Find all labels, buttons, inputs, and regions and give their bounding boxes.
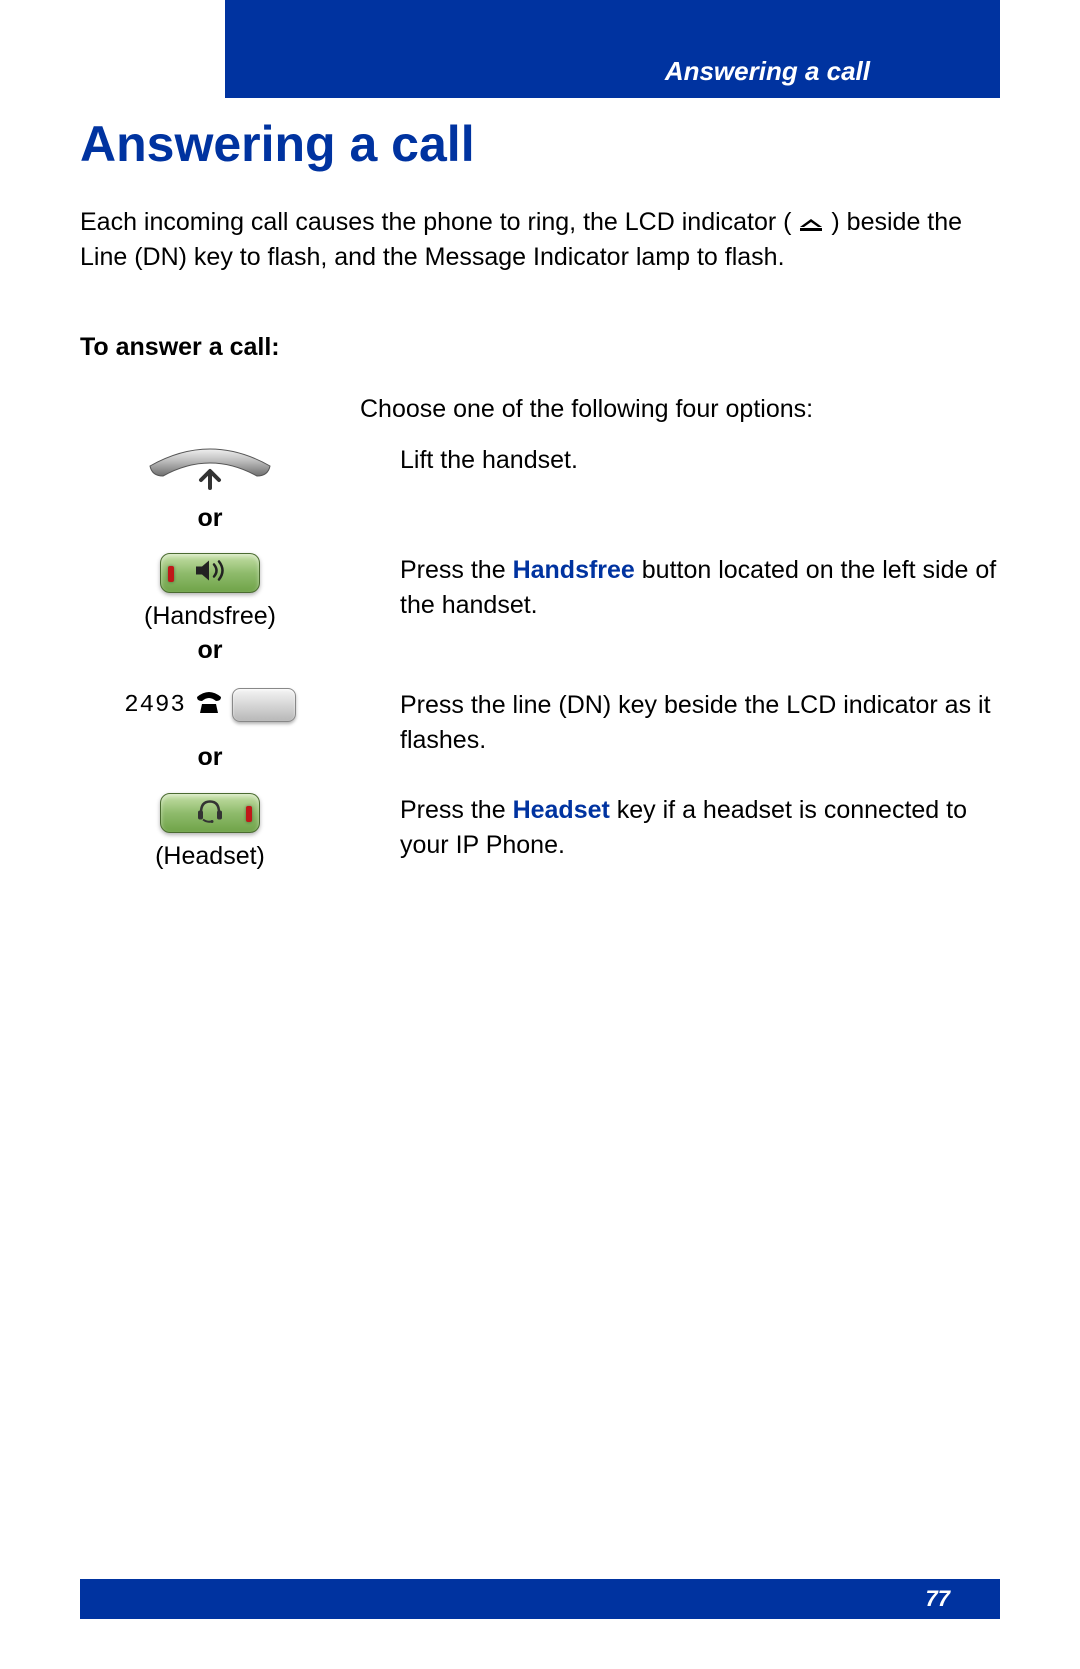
headset-button-icon — [160, 793, 260, 833]
page-title: Answering a call — [80, 115, 475, 173]
intro-text-1: Each incoming call causes the phone to r… — [80, 208, 792, 236]
page-number: 77 — [926, 1586, 950, 1612]
option-2-icon-area: (Handsfree) — [80, 553, 340, 631]
handsfree-caption: (Handsfree) — [80, 602, 340, 631]
headset-icon — [195, 798, 225, 829]
option-3-icon-area: 2493 — [80, 688, 340, 722]
headset-caption: (Headset) — [80, 842, 340, 871]
speaker-icon — [193, 558, 227, 589]
handsfree-button-icon — [160, 553, 260, 593]
handset-lift-icon — [135, 483, 285, 500]
option-4-desc: Press the Headset key if a headset is co… — [400, 793, 1000, 863]
line-key-button-icon — [232, 688, 296, 722]
or-separator-3: or — [80, 743, 340, 772]
option-3-text: Press the line (DN) key beside the LCD i… — [400, 691, 991, 754]
option-2-desc: Press the Handsfree button located on th… — [400, 553, 1000, 623]
phone-glyph-icon — [194, 689, 224, 722]
option-4-icon-area: (Headset) — [80, 793, 340, 871]
handsfree-keyword: Handsfree — [513, 556, 635, 584]
option-2-text-a: Press the — [400, 556, 513, 584]
footer-bar: 77 — [80, 1579, 1000, 1619]
or-separator-2: or — [80, 636, 340, 665]
options-lead-text: Choose one of the following four options… — [360, 395, 813, 424]
procedure-heading: To answer a call: — [80, 333, 280, 362]
header-bar: Answering a call — [225, 0, 1000, 98]
headset-keyword: Headset — [513, 796, 610, 824]
led-indicator-icon — [246, 806, 252, 822]
dn-number-label: 2493 — [124, 692, 186, 719]
lcd-indicator-icon — [798, 216, 824, 231]
or-separator-1: or — [80, 504, 340, 533]
option-1-desc: Lift the handset. — [400, 443, 1000, 478]
led-indicator-icon — [168, 566, 174, 582]
option-1-text: Lift the handset. — [400, 446, 578, 474]
running-header: Answering a call — [665, 56, 870, 87]
option-1-icon-area — [80, 438, 340, 501]
option-4-text-a: Press the — [400, 796, 513, 824]
intro-paragraph: Each incoming call causes the phone to r… — [80, 205, 1000, 275]
option-3-desc: Press the line (DN) key beside the LCD i… — [400, 688, 1000, 758]
